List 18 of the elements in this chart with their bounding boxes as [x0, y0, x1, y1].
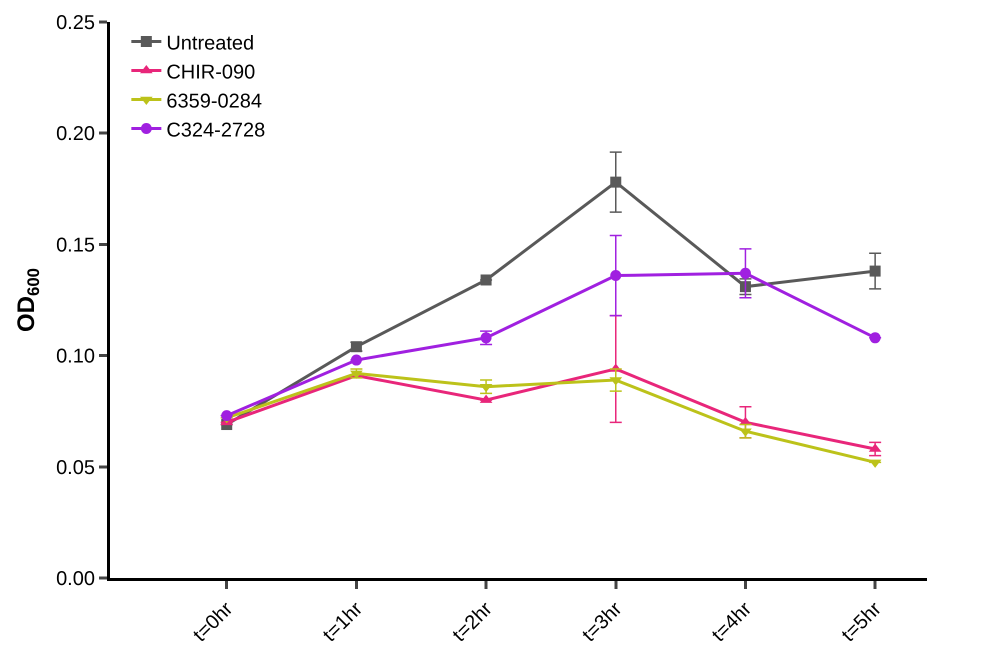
- y-tick-label: 0.20: [56, 123, 95, 146]
- point: [870, 332, 881, 344]
- point: [480, 274, 492, 286]
- point: [610, 270, 622, 282]
- point: [740, 268, 751, 279]
- y-tick-label: 0.15: [56, 234, 95, 256]
- y-tick-label: 0.10: [56, 346, 95, 368]
- legend-label: Untreated: [166, 32, 254, 54]
- y-tick-label: 0.05: [56, 456, 95, 479]
- point: [870, 266, 881, 277]
- legend-label: CHIR-090: [166, 61, 256, 84]
- point: [350, 354, 362, 366]
- legend-label: C324-2728: [166, 119, 266, 142]
- y-tick-label: 0.25: [56, 12, 95, 34]
- point: [610, 176, 622, 188]
- y-tick-label: 0.00: [56, 568, 95, 590]
- point: [221, 410, 232, 422]
- legend-label: 6359-0284: [166, 90, 262, 112]
